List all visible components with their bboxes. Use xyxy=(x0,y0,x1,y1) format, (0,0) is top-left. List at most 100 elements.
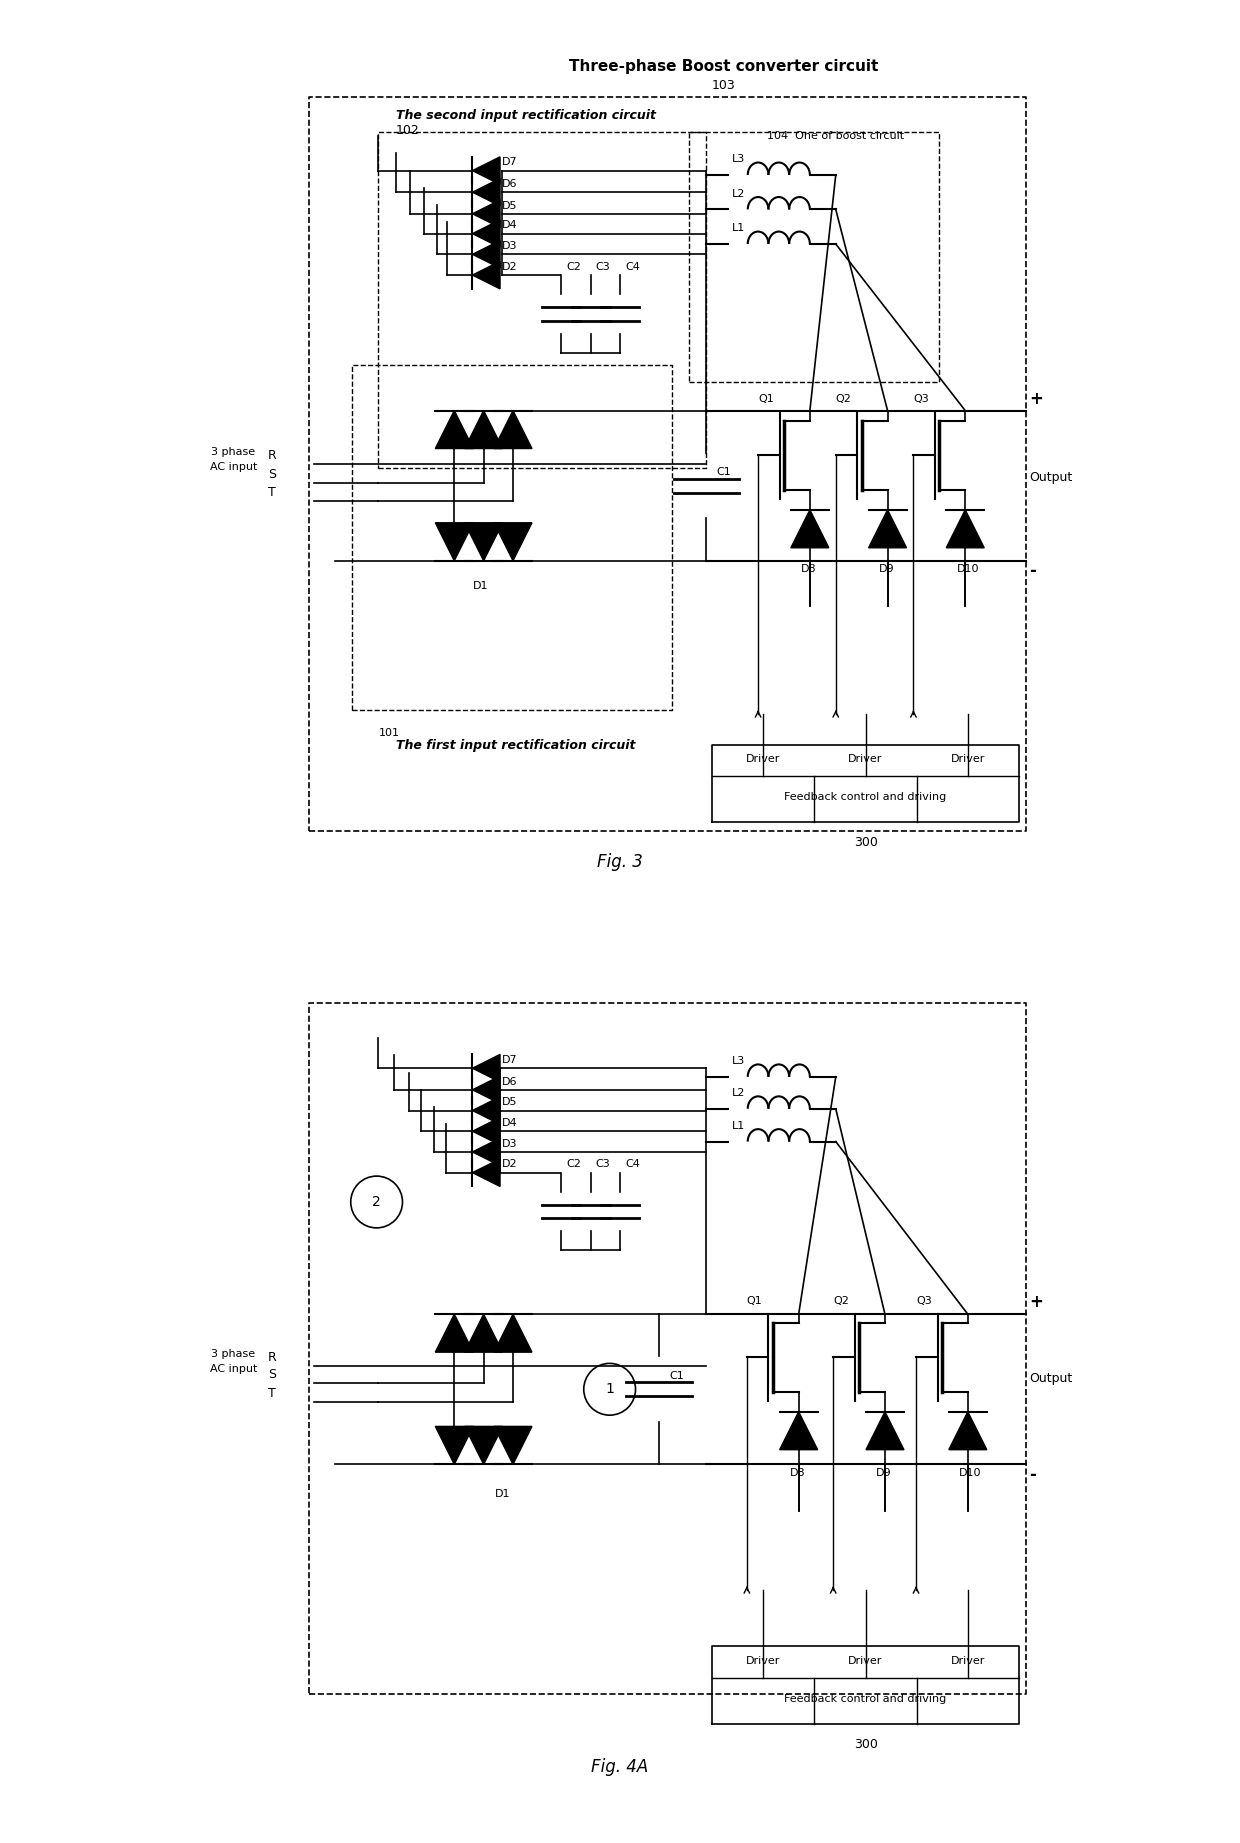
Text: D3: D3 xyxy=(502,241,517,251)
Text: Q3: Q3 xyxy=(914,394,929,404)
Text: S: S xyxy=(268,1368,275,1380)
Polygon shape xyxy=(465,1426,502,1465)
Text: 104  One of boost circuit: 104 One of boost circuit xyxy=(766,131,904,140)
Polygon shape xyxy=(946,511,985,547)
Text: R: R xyxy=(268,450,277,463)
Text: C3: C3 xyxy=(596,1159,610,1170)
Polygon shape xyxy=(472,179,500,206)
Polygon shape xyxy=(435,1314,474,1353)
Text: D7: D7 xyxy=(502,1054,517,1065)
Text: D2: D2 xyxy=(502,1159,517,1170)
Text: D4: D4 xyxy=(502,221,517,230)
Text: Driver: Driver xyxy=(746,754,781,763)
Polygon shape xyxy=(472,1054,500,1082)
Polygon shape xyxy=(868,511,906,547)
Text: C3: C3 xyxy=(596,262,610,273)
Text: 300: 300 xyxy=(853,837,878,850)
Text: C1: C1 xyxy=(717,468,732,477)
Text: Feedback control and driving: Feedback control and driving xyxy=(785,792,946,802)
Text: L3: L3 xyxy=(732,1056,745,1065)
Text: Q3: Q3 xyxy=(916,1296,931,1307)
Text: R: R xyxy=(268,1351,277,1364)
Polygon shape xyxy=(791,511,828,547)
Text: D10: D10 xyxy=(956,564,980,573)
Text: C4: C4 xyxy=(625,262,640,273)
Text: Q1: Q1 xyxy=(758,394,774,404)
Polygon shape xyxy=(472,1159,500,1187)
Text: D9: D9 xyxy=(877,1469,892,1478)
Text: 3 phase: 3 phase xyxy=(211,1349,255,1360)
Text: Q2: Q2 xyxy=(836,394,852,404)
Text: Fig. 3: Fig. 3 xyxy=(598,853,642,872)
Text: C2: C2 xyxy=(567,1159,582,1170)
Text: T: T xyxy=(268,1388,275,1401)
Polygon shape xyxy=(472,201,500,227)
Text: 102: 102 xyxy=(396,123,419,136)
Text: D5: D5 xyxy=(502,1097,517,1108)
Polygon shape xyxy=(472,241,500,269)
Text: Fig. 4A: Fig. 4A xyxy=(591,1758,649,1775)
Polygon shape xyxy=(472,262,500,289)
Text: L2: L2 xyxy=(732,188,745,199)
Text: 2: 2 xyxy=(372,1194,381,1209)
Text: Q2: Q2 xyxy=(833,1296,849,1307)
Polygon shape xyxy=(472,1139,500,1167)
Text: C4: C4 xyxy=(625,1159,640,1170)
Polygon shape xyxy=(465,411,502,448)
Text: L2: L2 xyxy=(732,1087,745,1098)
Text: Output: Output xyxy=(1029,1373,1073,1386)
Text: AC input: AC input xyxy=(210,1364,257,1375)
Text: Driver: Driver xyxy=(951,1655,985,1666)
Text: L3: L3 xyxy=(732,155,745,164)
Text: Feedback control and driving: Feedback control and driving xyxy=(785,1694,946,1705)
Text: S: S xyxy=(268,468,275,481)
Text: C1: C1 xyxy=(670,1371,684,1380)
Polygon shape xyxy=(949,1412,987,1450)
Polygon shape xyxy=(472,219,500,247)
Text: D8: D8 xyxy=(790,1469,806,1478)
Text: T: T xyxy=(268,487,275,499)
Text: D1: D1 xyxy=(495,1489,511,1498)
Text: 101: 101 xyxy=(378,728,399,737)
Text: D6: D6 xyxy=(502,179,517,190)
Text: Three-phase Boost converter circuit: Three-phase Boost converter circuit xyxy=(569,59,878,74)
Polygon shape xyxy=(465,1314,502,1353)
Polygon shape xyxy=(472,1076,500,1104)
Text: D6: D6 xyxy=(502,1076,517,1087)
Text: D10: D10 xyxy=(960,1469,982,1478)
Polygon shape xyxy=(472,157,500,184)
Text: Driver: Driver xyxy=(746,1655,781,1666)
Text: D5: D5 xyxy=(502,201,517,210)
Text: 1: 1 xyxy=(605,1382,614,1397)
Text: AC input: AC input xyxy=(210,463,257,472)
Text: The second input rectification circuit: The second input rectification circuit xyxy=(396,109,656,122)
Text: D7: D7 xyxy=(502,157,517,168)
Text: D1: D1 xyxy=(474,581,489,592)
Text: Output: Output xyxy=(1029,470,1073,483)
Polygon shape xyxy=(866,1412,904,1450)
Text: D3: D3 xyxy=(502,1139,517,1148)
Text: D9: D9 xyxy=(879,564,894,573)
Text: L1: L1 xyxy=(732,223,745,232)
Text: 3 phase: 3 phase xyxy=(211,448,255,457)
Polygon shape xyxy=(494,411,532,448)
Text: L1: L1 xyxy=(732,1121,745,1130)
Text: +: + xyxy=(1029,389,1043,407)
Text: D4: D4 xyxy=(502,1119,517,1128)
Text: D8: D8 xyxy=(801,564,817,573)
Text: D2: D2 xyxy=(502,262,517,273)
Polygon shape xyxy=(472,1117,500,1145)
Polygon shape xyxy=(435,523,474,560)
Polygon shape xyxy=(435,411,474,448)
Polygon shape xyxy=(435,1426,474,1465)
Text: Driver: Driver xyxy=(951,754,985,763)
Polygon shape xyxy=(494,1426,532,1465)
Text: 300: 300 xyxy=(853,1738,878,1751)
Polygon shape xyxy=(472,1097,500,1124)
Polygon shape xyxy=(780,1412,817,1450)
Polygon shape xyxy=(494,523,532,560)
Text: Driver: Driver xyxy=(848,1655,883,1666)
Text: Q1: Q1 xyxy=(746,1296,763,1307)
Text: The first input rectification circuit: The first input rectification circuit xyxy=(396,739,635,752)
Text: -: - xyxy=(1029,1465,1035,1484)
